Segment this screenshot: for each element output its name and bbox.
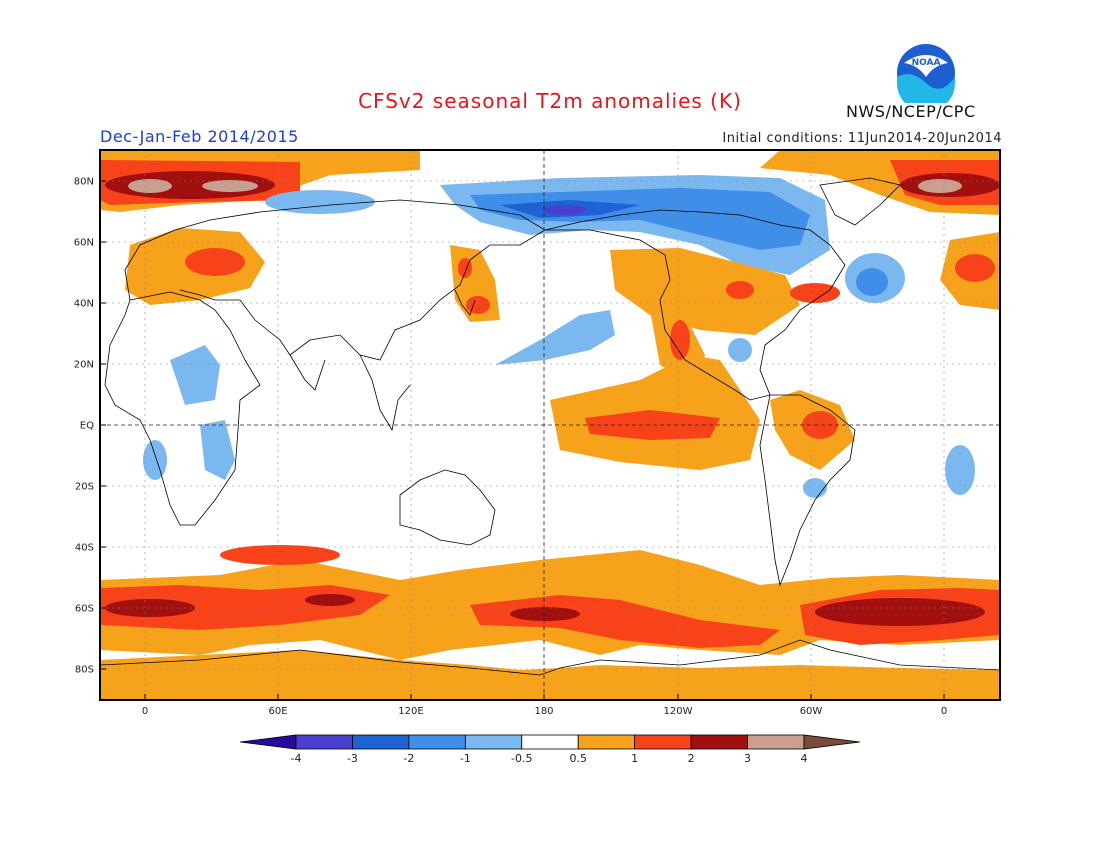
colorbar-swatch [634, 734, 692, 750]
colorbar-label: 3 [744, 752, 751, 765]
warm-core-japan [466, 296, 490, 314]
cool-region-atlantic-south [945, 445, 975, 495]
colorbar-swatch [408, 734, 466, 750]
coastlines [100, 177, 1000, 676]
warm-region-antarctica [100, 650, 1000, 700]
lat-tick-label: EQ [80, 421, 94, 432]
coastline-north-america [544, 209, 846, 401]
cool-peak-arctic [543, 205, 587, 215]
graticule [100, 150, 1000, 700]
cool-region-south-america [803, 478, 827, 498]
colorbar-swatch [295, 734, 353, 750]
longitude-ticks: 0 60E 120E 180 120W 60W 0 [142, 694, 947, 717]
colorbar-label: -0.5 [511, 752, 532, 765]
coastline-india [289, 354, 326, 391]
warm-core-europe [185, 248, 245, 276]
colorbar-label: 4 [801, 752, 808, 765]
colorbar-label: 2 [688, 752, 695, 765]
lat-tick-label: 20N [74, 360, 94, 371]
cool-region-africa-north [170, 345, 220, 405]
coastline-south-america [759, 394, 856, 587]
cool-core-north-atlantic [856, 268, 888, 296]
coastline-australia [399, 469, 496, 546]
colorbar-label: 1 [631, 752, 638, 765]
warm-core-california [670, 320, 690, 360]
cool-region-scandinavia [265, 190, 375, 214]
colorbar-swatch [352, 734, 410, 750]
warm-peak-arctic-west-2 [202, 180, 258, 192]
lat-tick-label: 40N [74, 299, 94, 310]
lon-tick-label: 60W [800, 706, 823, 717]
warm-peak-arctic-west-1 [128, 179, 172, 193]
warm-core-north-america [726, 281, 754, 299]
forecast-period: Dec-Jan-Feb 2014/2015 [100, 127, 299, 146]
cool-region-africa-west [143, 440, 167, 480]
noaa-logo: NOAA [897, 44, 955, 103]
colorbar-swatch [577, 734, 636, 750]
colorbar-swatch [690, 734, 748, 750]
warm-core-east-europe [955, 254, 995, 282]
warm-region-eq-pacific-strong [585, 410, 720, 440]
lon-tick-label: 0 [142, 706, 148, 717]
colorbar-min-arrow [239, 734, 297, 750]
coastline-antarctica [100, 639, 1000, 676]
noaa-logo-text: NOAA [912, 58, 941, 68]
lon-tick-label: 180 [534, 706, 553, 717]
lat-tick-label: 40S [75, 543, 94, 554]
lat-tick-label: 80N [74, 177, 94, 188]
colorbar-label: -3 [347, 752, 358, 765]
colorbar-swatch [521, 734, 579, 750]
colorbar-label: -1 [460, 752, 471, 765]
coastline-se-asia [359, 354, 411, 432]
coastline-africa [104, 291, 261, 526]
lat-tick-label: 60N [74, 238, 94, 249]
warm-region-south-indian [220, 545, 340, 565]
lon-tick-label: 0 [941, 706, 947, 717]
warm-core-great-lakes [790, 283, 840, 303]
warm-core-southern-ocean-west-2 [305, 594, 355, 606]
coastline-eurasia [124, 199, 546, 361]
map-title: CFSv2 seasonal T2m anomalies (K) [358, 89, 742, 113]
colorbar-label: 0.5 [569, 752, 587, 765]
warm-peak-arctic-east [918, 179, 962, 193]
lon-tick-label: 60E [268, 706, 287, 717]
coastline-greenland [819, 177, 901, 226]
warm-core-southern-ocean-mid [510, 607, 580, 621]
colorbar-max-arrow [803, 734, 861, 750]
coastline-japan [454, 289, 476, 316]
colorbar: -4 -3 -2 -1 -0.5 0.5 1 2 3 4 [239, 734, 861, 765]
colorbar-swatch [747, 734, 805, 750]
agency-label: NWS/NCEP/CPC [846, 102, 976, 121]
colorbar-label: -4 [291, 752, 302, 765]
anomaly-shading [100, 150, 1000, 700]
lat-tick-label: 20S [75, 482, 94, 493]
lat-tick-label: 80S [75, 665, 94, 676]
reference-lines [100, 150, 1000, 700]
lon-tick-label: 120E [398, 706, 423, 717]
cool-region-africa-east [200, 420, 235, 480]
lat-tick-label: 60S [75, 604, 94, 615]
lon-tick-label: 120W [664, 706, 693, 717]
cool-region-mexico [728, 338, 752, 362]
colorbar-swatch [464, 734, 523, 750]
warm-core-southern-ocean-east [815, 598, 985, 626]
initial-conditions: Initial conditions: 11Jun2014-20Jun2014 [722, 131, 1002, 146]
latitude-ticks: 80N 60N 40N 20N EQ 20S 40S 60S 80S [74, 177, 106, 676]
cool-region-subtropical-pacific [495, 310, 615, 365]
colorbar-label: -2 [403, 752, 414, 765]
